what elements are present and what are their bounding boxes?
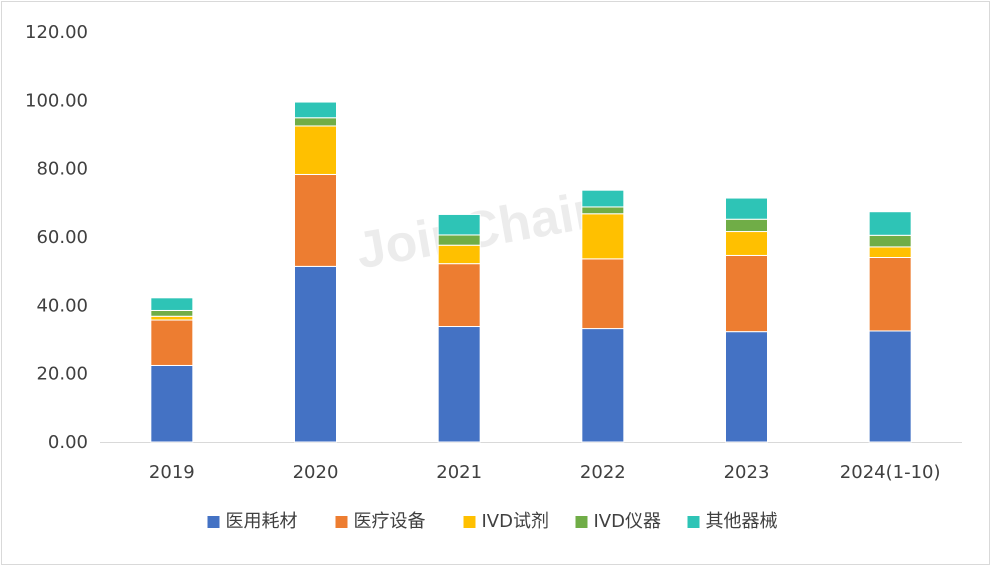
bar-segment <box>581 328 625 443</box>
legend-label: IVD试剂 <box>482 511 549 532</box>
bar-segment <box>150 297 194 311</box>
bar-segment <box>294 173 337 267</box>
y-tick-label: 60.00 <box>36 227 88 248</box>
x-axis-ticks: 2019 2020 2021 2022 2023 2024(1-10) <box>149 462 941 483</box>
y-tick-label: 20.00 <box>36 364 88 385</box>
bar-segment <box>437 213 481 236</box>
bar-segment <box>725 254 768 333</box>
legend-swatch <box>687 516 700 528</box>
bar-segment <box>725 197 768 220</box>
bar-segment <box>294 117 337 127</box>
y-tick-label: 40.00 <box>36 295 88 316</box>
legend-label: 其他器械 <box>706 511 778 532</box>
bar-segment <box>868 211 912 236</box>
x-tick-label: 2020 <box>293 462 339 483</box>
x-tick-label: 2022 <box>580 462 626 483</box>
bar-segment <box>725 331 768 443</box>
bar-segment <box>581 213 625 260</box>
legend-label: 医疗设备 <box>354 511 426 532</box>
bar-segment <box>437 326 481 443</box>
bar-segment <box>150 364 194 443</box>
bar-segment <box>725 218 768 233</box>
y-tick-label: 0.00 <box>48 432 88 453</box>
legend-swatch <box>575 516 588 528</box>
y-tick-label: 80.00 <box>36 159 88 180</box>
bar-segment <box>868 330 912 443</box>
bar-segment <box>150 309 194 317</box>
x-tick-label: 2023 <box>724 462 770 483</box>
bar-segment <box>725 231 768 256</box>
legend: 医用耗材 医疗设备 IVD试剂 IVD仪器 其他器械 <box>207 511 778 532</box>
legend-swatch <box>207 516 220 528</box>
legend-label: 医用耗材 <box>226 511 298 532</box>
bar-segment <box>868 234 912 248</box>
bar-segment <box>437 244 481 265</box>
bar-segment <box>294 265 337 443</box>
bar-segment <box>294 125 337 175</box>
bars <box>150 101 912 443</box>
bar-segment <box>437 234 481 246</box>
bar-segment <box>581 258 625 330</box>
legend-swatch <box>335 516 348 528</box>
bar-segment <box>294 101 337 119</box>
bar-segment <box>581 189 625 208</box>
y-tick-label: 100.00 <box>25 90 88 111</box>
x-tick-label: 2024(1-10) <box>840 462 941 483</box>
y-tick-label: 120.00 <box>25 22 88 43</box>
bar-segment <box>150 315 194 321</box>
legend-label: IVD仪器 <box>594 511 661 532</box>
legend-swatch <box>463 516 476 528</box>
y-axis-ticks: 0.00 20.00 40.00 60.00 80.00 100.00 120.00 <box>25 22 88 453</box>
bar-segment <box>581 206 625 215</box>
x-tick-label: 2021 <box>436 462 482 483</box>
bar-segment <box>437 263 481 328</box>
bar-segment <box>868 246 912 259</box>
bar-segment <box>868 257 912 332</box>
bar-segment <box>150 319 194 366</box>
x-tick-label: 2019 <box>149 462 195 483</box>
